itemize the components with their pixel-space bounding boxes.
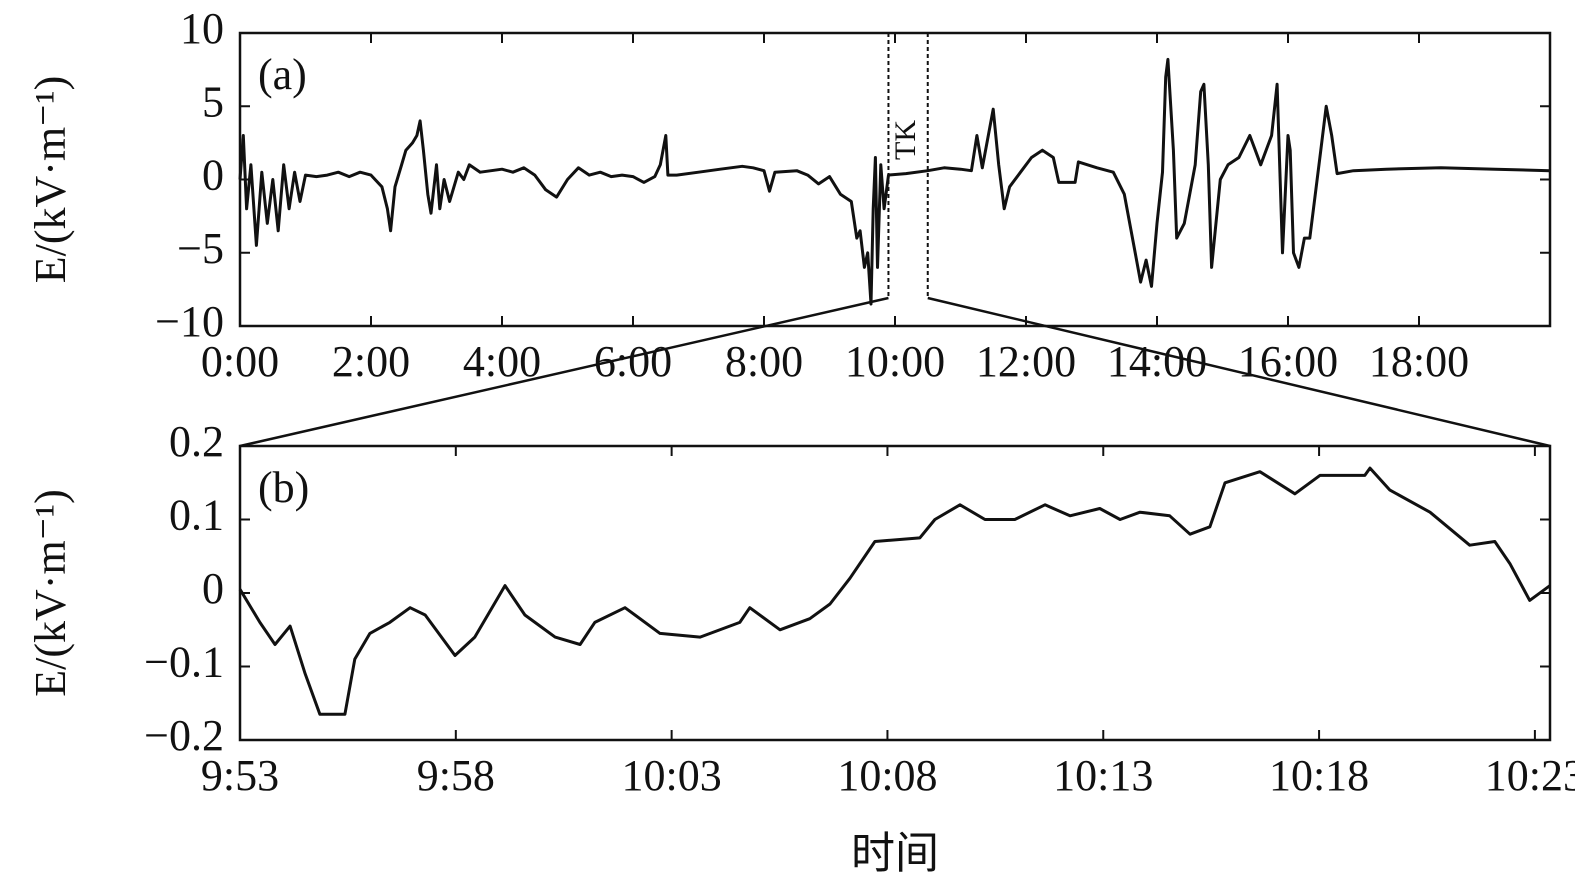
y-tick-label: 0 xyxy=(202,151,224,200)
x-tick-label: 2:00 xyxy=(332,337,410,386)
x-tick-label: 10:18 xyxy=(1269,751,1369,800)
y-tick-label: 10 xyxy=(180,4,224,53)
x-tick-label: 10:03 xyxy=(622,751,722,800)
y-tick-label: −10 xyxy=(155,297,224,346)
x-tick-label: 0:00 xyxy=(201,337,279,386)
x-tick-label: 10:13 xyxy=(1053,751,1153,800)
x-tick-label: 18:00 xyxy=(1369,337,1469,386)
y-tick-label: −0.1 xyxy=(144,638,224,687)
y-tick-label: 0.1 xyxy=(169,491,224,540)
y-tick-label: −0.2 xyxy=(144,711,224,760)
x-tick-label: 4:00 xyxy=(463,337,541,386)
x-tick-label: 10:08 xyxy=(837,751,937,800)
x-tick-label: 10:00 xyxy=(845,337,945,386)
panel-label: (a) xyxy=(258,50,307,99)
x-tick-label: 8:00 xyxy=(725,337,803,386)
panel-label: (b) xyxy=(258,463,309,512)
annotation: TK xyxy=(889,120,922,160)
x-tick-label: 9:53 xyxy=(201,751,279,800)
x-tick-label: 9:58 xyxy=(417,751,495,800)
zoom-connector xyxy=(239,296,889,448)
x-tick-label: 12:00 xyxy=(976,337,1076,386)
y-tick-label: 5 xyxy=(202,77,224,126)
x-tick-label: 10:23 xyxy=(1485,751,1575,800)
zoom-connector xyxy=(927,296,1551,448)
y-axis-label: E/(kV·m⁻¹) xyxy=(26,76,75,283)
x-axis-label: 时间 xyxy=(851,829,939,878)
plot-frame xyxy=(238,444,1552,742)
data-line xyxy=(238,57,1551,306)
y-tick-label: 0 xyxy=(202,564,224,613)
x-tick-label: 16:00 xyxy=(1238,337,1338,386)
y-tick-label: −5 xyxy=(177,224,224,273)
y-tick-label: 0.2 xyxy=(169,417,224,466)
data-line xyxy=(238,466,1551,716)
y-axis-label: E/(kV·m⁻¹) xyxy=(26,489,75,696)
